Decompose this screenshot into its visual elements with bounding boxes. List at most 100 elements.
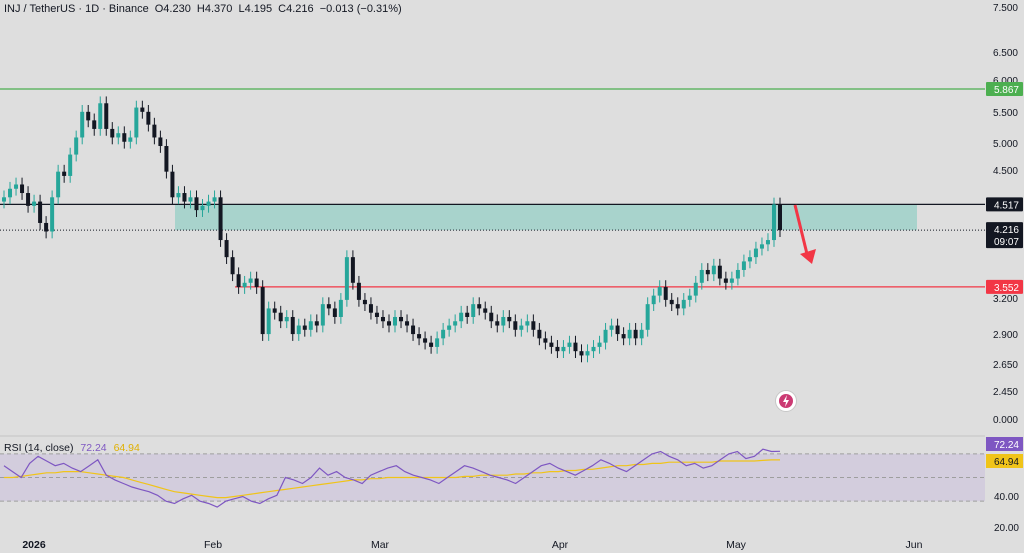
candle-body: [555, 346, 560, 352]
ohlc-high: H4.370: [196, 3, 233, 15]
candle-body: [164, 146, 169, 172]
candle-body: [645, 304, 650, 330]
candle-body: [122, 133, 127, 142]
candle-body: [567, 342, 572, 347]
candle-body: [597, 342, 602, 347]
candle-body: [32, 201, 37, 206]
time-tick: Jun: [906, 539, 923, 551]
candle-body: [8, 188, 13, 198]
candle-body: [609, 325, 614, 330]
candle-body: [747, 257, 752, 262]
down-arrow-head: [800, 249, 816, 264]
candle-body: [519, 325, 524, 330]
current-price-label: 4.216: [994, 225, 1019, 236]
candle-body: [735, 269, 740, 279]
candle-body: [753, 248, 758, 258]
candle-body: [393, 316, 398, 326]
candle-body: [627, 329, 632, 339]
candle-body: [26, 193, 31, 206]
candle-body: [272, 308, 277, 313]
candle-body: [561, 346, 566, 352]
candle-body: [218, 197, 223, 241]
candle-body: [525, 321, 530, 326]
price-tick: 2.900: [993, 330, 1018, 341]
candle-body: [657, 287, 662, 296]
candle-body: [236, 274, 241, 288]
candle-body: [194, 197, 199, 211]
candle-body: [242, 282, 247, 288]
candle-body: [411, 325, 416, 335]
candle-body: [621, 334, 626, 339]
candle-body: [254, 278, 259, 288]
candle-body: [651, 295, 656, 305]
candle-body: [495, 321, 500, 326]
candle-body: [489, 312, 494, 322]
rsi-axis-label: 72.24: [994, 440, 1019, 451]
candle-body: [350, 257, 355, 283]
price-tick: 3.200: [993, 294, 1018, 305]
price-tick: 2.650: [993, 360, 1018, 371]
resistance-zone: [175, 204, 917, 231]
candle-body: [182, 193, 187, 202]
level-label-bg-1: [986, 197, 1023, 212]
candle-body: [266, 308, 271, 335]
candle-body: [531, 321, 536, 330]
candle-body: [332, 308, 337, 317]
candle-body: [417, 334, 422, 339]
price-tick: 0.000: [993, 415, 1018, 426]
candle-body: [435, 338, 440, 347]
candle-body: [296, 325, 301, 335]
candle-body: [386, 321, 391, 326]
candle-body: [284, 316, 289, 322]
rsi-value: 72.24: [80, 442, 107, 454]
candle-body: [681, 299, 686, 309]
rsi-axis-label: 20.00: [994, 523, 1019, 534]
candle-body: [711, 265, 716, 275]
candle-body: [20, 184, 25, 194]
candle-body: [759, 244, 764, 249]
candle-body: [92, 120, 97, 129]
candle-body: [429, 342, 434, 347]
candle-body: [693, 282, 698, 296]
candle-body: [134, 107, 139, 138]
level-label-bg-0: [986, 82, 1023, 96]
candle-body: [405, 321, 410, 326]
ohlc-open: O4.230: [154, 3, 191, 15]
candle-body: [633, 329, 638, 339]
candle-body: [362, 299, 367, 305]
candle-body: [260, 287, 265, 335]
candle-body: [212, 197, 217, 202]
candle-body: [699, 269, 704, 283]
candle-body: [465, 312, 470, 317]
candle-body: [80, 111, 85, 138]
candle-body: [86, 111, 91, 121]
rsi-line: [3, 448, 781, 508]
candle-body: [639, 329, 644, 339]
candle-body: [471, 304, 476, 317]
symbol-header: INJ / TetherUS · 1D · Binance O4.230 H4.…: [4, 3, 405, 15]
candle-body: [368, 304, 373, 313]
level-label-2: 3.552: [994, 283, 1019, 294]
symbol-title: INJ / TetherUS · 1D · Binance: [4, 3, 149, 15]
candle-body: [224, 240, 229, 258]
candle-body: [290, 316, 295, 335]
candle-body: [230, 257, 235, 275]
candle-body: [74, 137, 79, 155]
candle-body: [104, 103, 109, 129]
candle-body: [729, 278, 734, 283]
candle-body: [778, 204, 782, 231]
rsi-axis-label: 64.94: [994, 457, 1019, 468]
bolt-icon[interactable]: [775, 390, 797, 412]
candle-body: [585, 351, 590, 356]
rsi-axis-label: 40.00: [994, 492, 1019, 503]
candle-body: [44, 222, 49, 232]
candle-body: [140, 107, 145, 112]
rsi-header: RSI (14, close) 72.24 64.94: [4, 442, 140, 454]
candle-body: [447, 325, 452, 330]
candle-body: [765, 240, 770, 245]
price-tick: 4.500: [993, 166, 1018, 177]
candle-body: [483, 308, 488, 313]
ohlc-close: C4.216: [278, 3, 314, 15]
rsi-value-label-bg: [986, 437, 1023, 451]
